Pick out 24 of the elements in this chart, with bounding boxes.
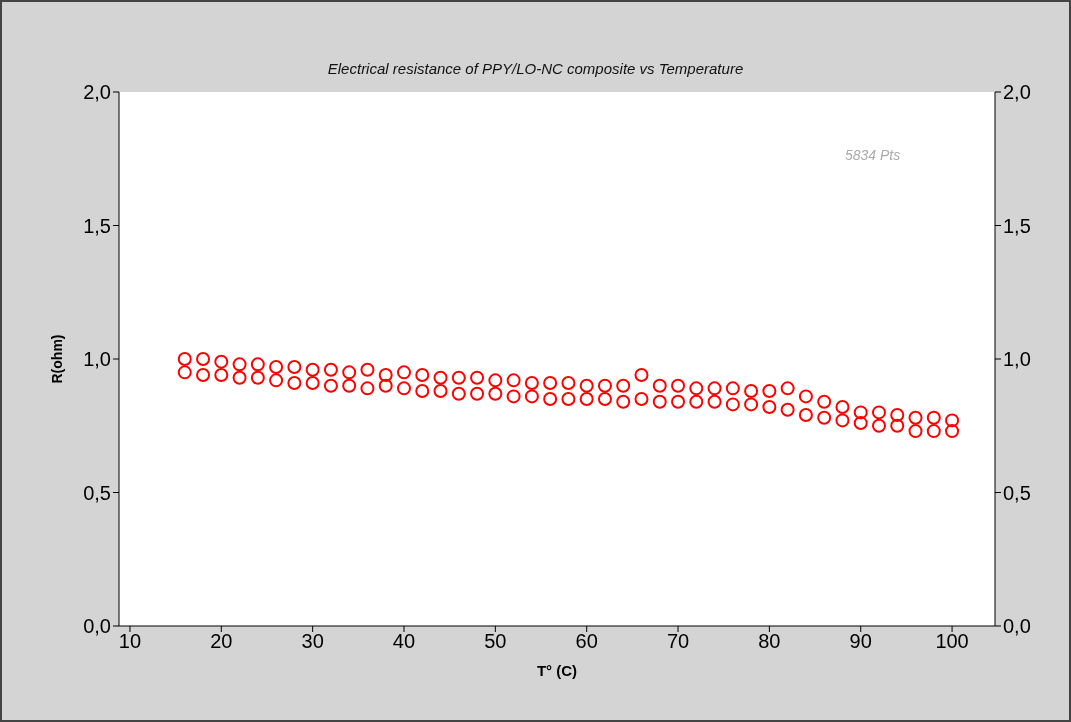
y-tick-label: 2,0: [83, 81, 111, 104]
y2-tick-label: 0,5: [1003, 481, 1031, 504]
y-tick-label: 0,0: [83, 615, 111, 638]
x-tick-label: 50: [484, 630, 507, 653]
x-tick-label: 60: [575, 630, 598, 653]
y2-tick-label: 1,5: [1003, 214, 1031, 237]
x-tick-label: 70: [666, 630, 690, 653]
x-tick-label: 20: [210, 630, 233, 653]
annotation: 5834 Pts: [845, 147, 901, 163]
x-tick-label: 10: [118, 630, 142, 653]
y2-tick-label: 1,0: [1003, 348, 1031, 371]
x-tick-label: 80: [758, 630, 781, 653]
y2-tick-label: 2,0: [1003, 81, 1031, 104]
x-tick-label: 100: [935, 630, 969, 653]
chart-title: Electrical resistance of PPY/LO-NC composite vs Temperature: [326, 60, 745, 77]
x-tick-label: 30: [301, 630, 324, 653]
y-tick-label: 1,5: [83, 214, 111, 237]
y-tick-label: 0,5: [83, 481, 111, 504]
x-axis-title: T° (C): [536, 662, 578, 679]
y-axis-title: R(ohm): [48, 334, 65, 384]
y2-tick-label: 0,0: [1003, 615, 1031, 638]
y-tick-label: 1,0: [83, 348, 111, 371]
x-tick-label: 40: [392, 630, 416, 653]
x-tick-label: 90: [849, 630, 872, 653]
